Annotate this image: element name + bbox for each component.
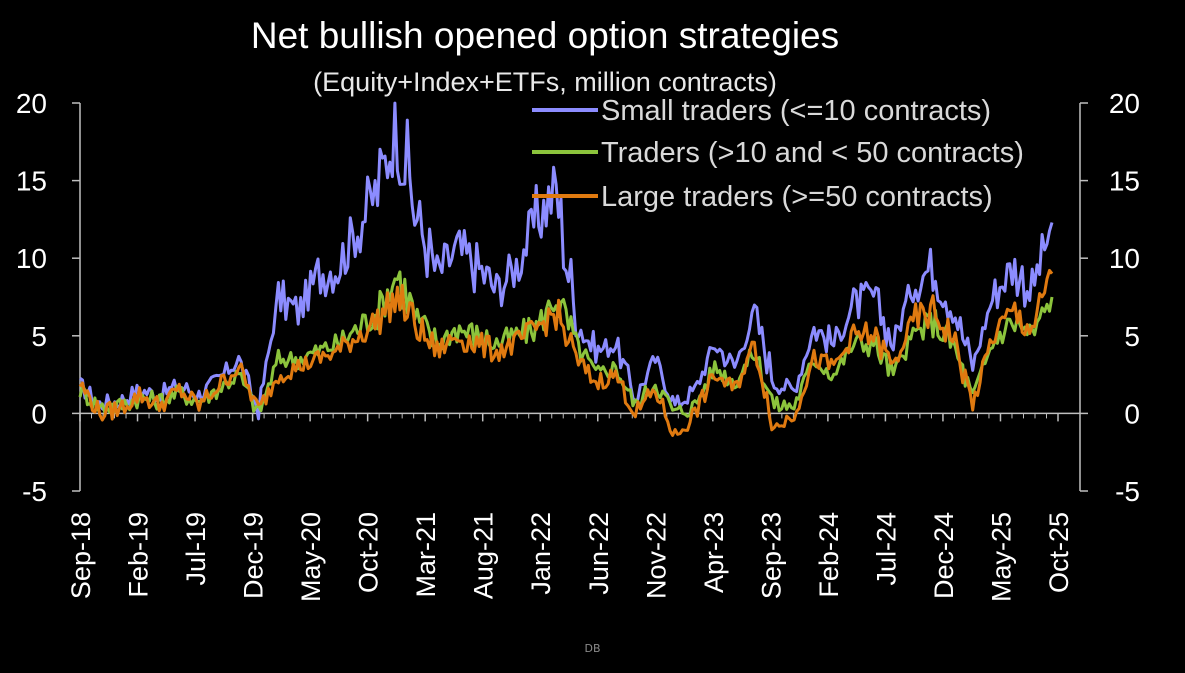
legend-label-0: Small traders (<=10 contracts) [601,95,991,127]
watermark: DB [584,642,601,655]
series-line-1 [78,270,1054,418]
x-tick-label: Mar-21 [411,512,441,598]
x-tick-label: Jul-24 [871,512,901,586]
y-tick-label-right: 15 [1109,166,1140,197]
x-tick-label: Sep-18 [66,512,96,599]
x-tick-label: Aug-21 [469,512,499,599]
y-tick-label-left: 5 [31,321,47,352]
x-tick-label: Dec-24 [929,512,959,599]
y-tick-label-right: 10 [1109,243,1140,274]
axes-layer: 20 20 15 15 10 10 5 5 0 0 -5 -5 Sep-18 Feb-19 Jul-19 De… [16,88,1140,602]
x-tick-label: Oct-20 [354,512,384,593]
chart-subtitle: (Equity+Index+ETFs, million contracts) [313,67,777,97]
y-tick-label-left: 15 [16,166,47,197]
series-layer [78,101,1054,437]
x-tick-label: Oct-25 [1044,512,1074,593]
x-tick-label: Feb-24 [814,512,844,598]
y-tick-label-left: 20 [16,88,47,119]
y-tick-label-right: -5 [1115,476,1140,507]
legend-label-1: Traders (>10 and < 50 contracts) [601,137,1024,169]
x-tick-label: Sep-23 [756,512,786,599]
legend: Small traders (<=10 contracts) Traders (>… [532,95,1024,213]
x-tick-label: Jan-22 [526,512,556,595]
chart-title: Net bullish opened option strategies [251,15,839,56]
series-line-2 [78,268,1054,437]
y-tick-label-right: 0 [1124,398,1140,429]
x-tick-label: Nov-22 [641,512,671,599]
y-tick-label-left: 10 [16,243,47,274]
x-tick-label: May-20 [296,512,326,602]
x-tick-label: Dec-19 [239,512,269,599]
x-tick-label: Feb-19 [124,512,154,598]
x-tick-label: May-25 [986,512,1016,602]
x-tick-label: Jul-19 [181,512,211,586]
legend-label-2: Large traders (>=50 contracts) [601,181,993,213]
x-tick-label: Apr-23 [699,512,729,593]
y-tick-label-left: 0 [31,398,47,429]
x-tick-label: Jun-22 [584,512,614,595]
y-tick-label-left: -5 [22,476,47,507]
y-tick-label-right: 20 [1109,88,1140,119]
y-tick-label-right: 5 [1124,321,1140,352]
